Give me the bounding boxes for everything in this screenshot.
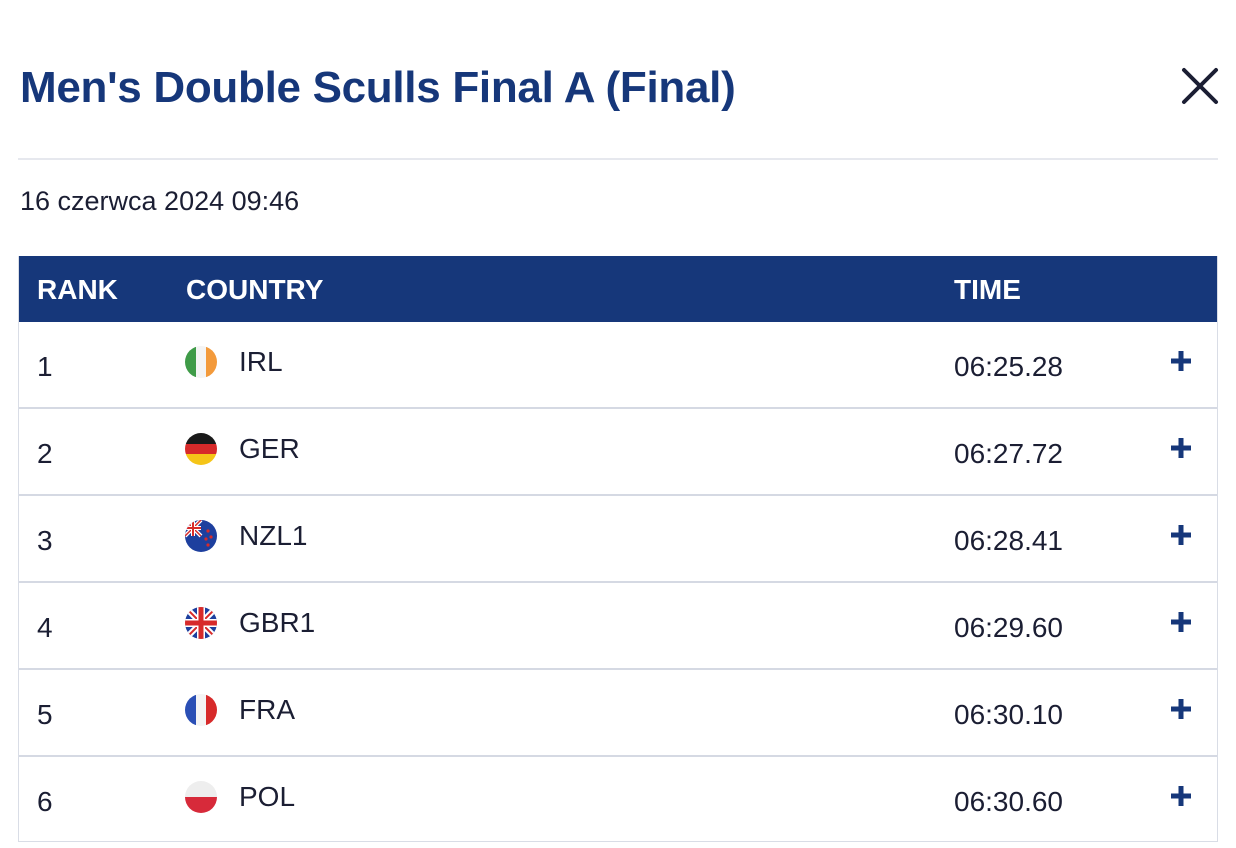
country-cell: IRL (239, 346, 283, 377)
rank-cell: 6 (37, 786, 53, 817)
rank-cell: 2 (37, 438, 53, 469)
plus-icon (1171, 699, 1191, 719)
germany-flag-icon (185, 433, 217, 465)
table-row[interactable]: 4 GBR1 06:29.60 (19, 583, 1217, 670)
time-cell: 06:30.60 (954, 786, 1063, 817)
rank-cell: 4 (37, 612, 53, 643)
expand-row-button[interactable] (1167, 347, 1195, 375)
table-row[interactable]: 3 NZL1 06:28.41 (19, 496, 1217, 583)
expand-row-button[interactable] (1167, 782, 1195, 810)
close-button[interactable] (1178, 64, 1222, 108)
country-cell: GBR1 (239, 607, 316, 638)
column-header-time: TIME (954, 274, 1021, 305)
table-header: RANK COUNTRY TIME (19, 256, 1217, 322)
plus-icon (1171, 525, 1191, 545)
rank-cell: 5 (37, 699, 53, 730)
plus-icon (1171, 351, 1191, 371)
time-cell: 06:28.41 (954, 525, 1063, 556)
ireland-flag-icon (185, 346, 217, 378)
rank-cell: 1 (37, 351, 53, 382)
plus-icon (1171, 786, 1191, 806)
column-header-rank: RANK (37, 274, 118, 305)
results-table: RANK COUNTRY TIME 1 IRL 06:25.28 2 (18, 256, 1218, 842)
country-cell: POL (239, 781, 296, 812)
country-cell: FRA (239, 694, 295, 725)
table-row[interactable]: 1 IRL 06:25.28 (19, 322, 1217, 409)
table-row[interactable]: 2 GER 06:27.72 (19, 409, 1217, 496)
time-cell: 06:30.10 (954, 699, 1063, 730)
expand-row-button[interactable] (1167, 608, 1195, 636)
column-header-country: COUNTRY (186, 274, 324, 305)
france-flag-icon (185, 694, 217, 726)
event-datetime: 16 czerwca 2024 09:46 (20, 186, 300, 216)
page-title: Men's Double Sculls Final A (Final) (20, 63, 736, 112)
table-row[interactable]: 5 FRA 06:30.10 (19, 670, 1217, 757)
time-cell: 06:27.72 (954, 438, 1063, 469)
expand-row-button[interactable] (1167, 434, 1195, 462)
rank-cell: 3 (37, 525, 53, 556)
plus-icon (1171, 612, 1191, 632)
close-icon (1182, 68, 1218, 104)
expand-row-button[interactable] (1167, 695, 1195, 723)
table-row[interactable]: 6 POL 06:30.60 (19, 757, 1217, 841)
poland-flag-icon (185, 781, 217, 813)
header-divider (18, 158, 1218, 160)
great-britain-flag-icon (185, 607, 217, 639)
country-cell: NZL1 (239, 520, 308, 551)
expand-row-button[interactable] (1167, 521, 1195, 549)
plus-icon (1171, 438, 1191, 458)
time-cell: 06:29.60 (954, 612, 1063, 643)
new-zealand-flag-icon (185, 520, 217, 552)
country-cell: GER (239, 433, 300, 464)
time-cell: 06:25.28 (954, 351, 1063, 382)
